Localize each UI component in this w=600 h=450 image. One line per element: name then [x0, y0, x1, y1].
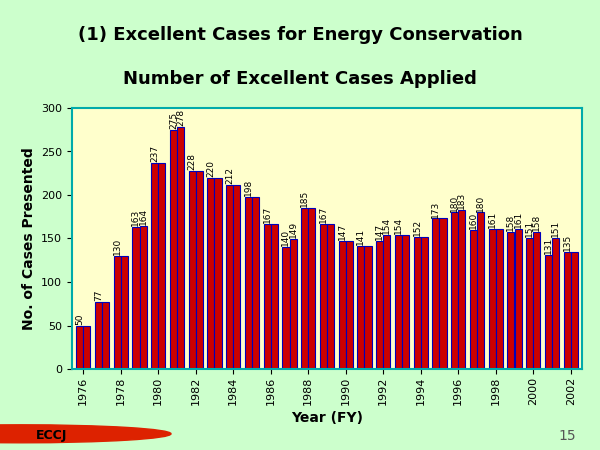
Bar	[95, 302, 102, 369]
Text: 164: 164	[139, 208, 148, 225]
Text: 130: 130	[113, 238, 122, 255]
Bar	[226, 184, 233, 369]
Text: 131: 131	[544, 237, 553, 254]
Bar	[451, 212, 458, 369]
Text: 151: 151	[551, 220, 560, 237]
Bar	[477, 212, 484, 369]
Bar	[552, 238, 559, 369]
Bar	[208, 178, 214, 369]
Text: 158: 158	[506, 213, 515, 231]
Bar	[177, 127, 184, 369]
Text: 198: 198	[244, 179, 253, 196]
X-axis label: Year (FY): Year (FY)	[291, 410, 363, 424]
Text: 163: 163	[131, 209, 140, 226]
Text: 77: 77	[94, 290, 103, 301]
Bar	[526, 238, 533, 369]
Bar	[358, 246, 364, 369]
Bar	[113, 256, 121, 369]
Text: 185: 185	[300, 190, 309, 207]
Text: 141: 141	[356, 228, 365, 245]
Text: 50: 50	[75, 313, 84, 324]
Text: 237: 237	[150, 145, 159, 162]
Text: 147: 147	[375, 223, 384, 240]
Bar	[320, 224, 327, 369]
Bar	[215, 178, 221, 369]
Bar	[383, 235, 391, 369]
Bar	[364, 246, 371, 369]
Bar	[121, 256, 128, 369]
Text: 183: 183	[457, 192, 466, 209]
Bar	[139, 226, 146, 369]
Bar	[170, 130, 177, 369]
Text: 154: 154	[382, 217, 391, 234]
Circle shape	[0, 425, 171, 443]
Text: 180: 180	[450, 194, 459, 212]
Bar	[346, 241, 353, 369]
Bar	[421, 237, 428, 369]
Bar	[395, 235, 402, 369]
Text: 278: 278	[176, 109, 185, 126]
Bar	[508, 232, 514, 369]
Text: 154: 154	[394, 217, 403, 234]
Text: 140: 140	[281, 229, 290, 246]
Bar	[290, 239, 296, 369]
Bar	[458, 210, 466, 369]
Bar	[102, 302, 109, 369]
Bar	[233, 184, 241, 369]
Text: 212: 212	[225, 166, 234, 184]
Bar	[245, 197, 252, 369]
Bar	[545, 255, 552, 369]
Text: ECCJ: ECCJ	[36, 429, 67, 442]
Text: 180: 180	[476, 194, 485, 212]
Text: 151: 151	[525, 220, 534, 237]
Bar	[133, 227, 139, 369]
Bar	[376, 241, 383, 369]
Bar	[263, 224, 271, 369]
Bar	[402, 235, 409, 369]
Text: Number of Excellent Cases Applied: Number of Excellent Cases Applied	[123, 70, 477, 88]
Bar	[571, 252, 578, 369]
Text: 160: 160	[469, 212, 478, 229]
Bar	[563, 252, 571, 369]
Text: 152: 152	[413, 219, 422, 236]
Text: (1) Excellent Cases for Energy Conservation: (1) Excellent Cases for Energy Conservat…	[77, 26, 523, 44]
Text: 161: 161	[514, 211, 523, 228]
Text: 173: 173	[431, 200, 440, 218]
Bar	[433, 219, 439, 369]
Bar	[413, 237, 421, 369]
Bar	[283, 247, 290, 369]
Y-axis label: No. of Cases Presented: No. of Cases Presented	[22, 147, 35, 330]
Text: 149: 149	[289, 221, 298, 239]
Text: 167: 167	[263, 206, 272, 223]
Text: 135: 135	[563, 234, 572, 251]
Text: 220: 220	[206, 160, 215, 177]
Bar	[533, 232, 541, 369]
Text: 158: 158	[532, 213, 541, 231]
Bar	[338, 241, 346, 369]
Bar	[271, 224, 278, 369]
Bar	[515, 229, 521, 369]
Bar	[470, 230, 477, 369]
Bar	[308, 208, 316, 369]
Bar	[496, 229, 503, 369]
Bar	[158, 163, 166, 369]
Text: 228: 228	[188, 153, 197, 170]
Bar	[488, 229, 496, 369]
Bar	[83, 325, 91, 369]
Text: 275: 275	[169, 112, 178, 129]
Bar	[439, 219, 446, 369]
Text: 167: 167	[319, 206, 328, 223]
Bar	[151, 163, 158, 369]
Bar	[327, 224, 334, 369]
Bar	[196, 171, 203, 369]
Text: 161: 161	[488, 211, 497, 228]
Bar	[76, 325, 83, 369]
Text: 15: 15	[559, 428, 576, 443]
Text: 147: 147	[338, 223, 347, 240]
Bar	[301, 208, 308, 369]
Bar	[188, 171, 196, 369]
Bar	[252, 197, 259, 369]
